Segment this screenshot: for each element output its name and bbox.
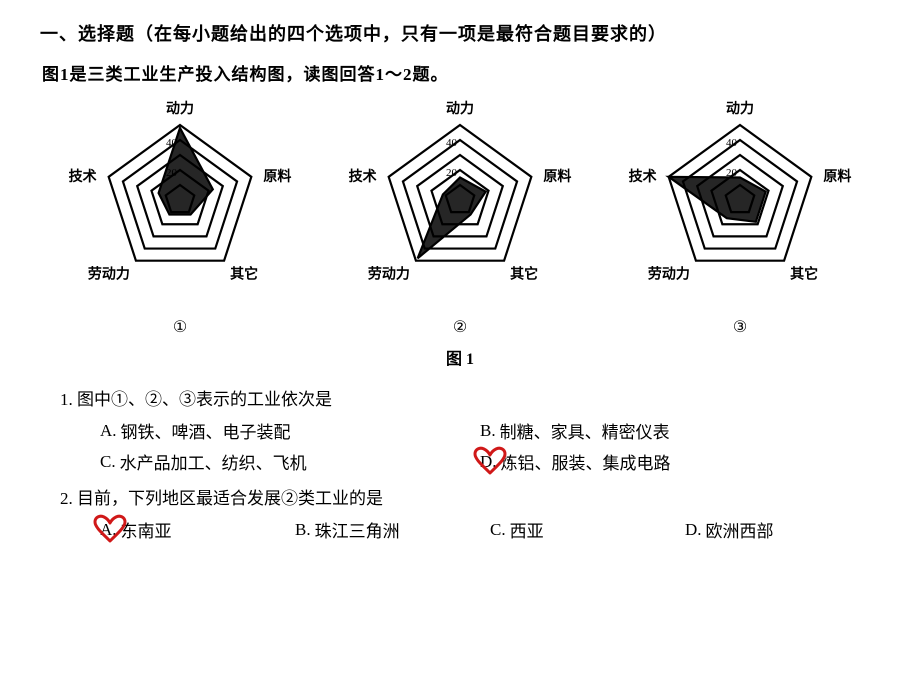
- axis-label: 动力: [166, 100, 194, 117]
- tick-label: 40: [726, 137, 738, 149]
- option: B. 制糖、家具、精密仪表: [480, 418, 860, 443]
- option-text: 东南亚: [121, 517, 172, 542]
- charts-row: 2040动力原料其它劳动力技术①2040动力原料其它劳动力技术②2040动力原料…: [40, 95, 880, 337]
- question-text: 1. 图中①、②、③表示的工业依次是: [60, 385, 880, 410]
- option-letter: C.: [100, 452, 116, 472]
- axis-label: 技术: [349, 168, 377, 185]
- option-text: 水产品加工、纺织、飞机: [120, 449, 307, 474]
- option: B. 珠江三角洲: [295, 517, 490, 542]
- axis-label: 其它: [230, 266, 258, 283]
- option: C. 西亚: [490, 517, 685, 542]
- axis-label: 技术: [629, 168, 657, 185]
- chart-number-label: ①: [173, 317, 187, 337]
- chart-container: 2040动力原料其它劳动力技术①: [50, 95, 310, 337]
- radar-chart: 20 40 动力原料其它 劳动力 技术: [330, 95, 590, 315]
- axis-label: 动力: [446, 100, 474, 117]
- chart-container: 2040动力原料其它劳动力技术③: [610, 95, 870, 337]
- axis-label: 劳动力: [88, 266, 130, 283]
- figure-intro: 图1是三类工业生产投入结构图，读图回答1～2题。: [42, 60, 880, 85]
- chart-number-label: ②: [453, 317, 467, 337]
- option: A. 东南亚: [100, 517, 295, 542]
- axis-label: 技术: [69, 168, 97, 185]
- figure-caption: 图 1: [40, 345, 880, 369]
- option-letter: D.: [480, 452, 497, 472]
- options-row: A. 东南亚B. 珠江三角洲C. 西亚D. 欧洲西部: [100, 517, 880, 542]
- option-text: 炼铝、服装、集成电路: [501, 449, 671, 474]
- axis-label: 其它: [510, 266, 538, 283]
- option-text: 欧洲西部: [706, 517, 774, 542]
- tick-label: 40: [446, 137, 458, 149]
- question-text: 2. 目前，下列地区最适合发展②类工业的是: [60, 484, 880, 509]
- axis-label: 动力: [726, 100, 754, 117]
- options-row: C. 水产品加工、纺织、飞机D. 炼铝、服装、集成电路: [100, 449, 880, 474]
- radar-chart: 2040动力原料其它劳动力技术: [50, 95, 310, 315]
- option-letter: A.: [100, 421, 117, 441]
- chart-number-label: ③: [733, 317, 747, 337]
- option-text: 珠江三角洲: [315, 517, 400, 542]
- tick-label: 20: [446, 167, 458, 179]
- option-text: 西亚: [510, 517, 544, 542]
- chart-container: 20 40 动力原料其它 劳动力 技术 ②: [330, 95, 590, 337]
- axis-label: 劳动力: [368, 266, 410, 283]
- axis-label: 其它: [790, 266, 818, 283]
- radar-chart: 2040动力原料其它劳动力技术: [610, 95, 870, 315]
- option: D. 欧洲西部: [685, 517, 880, 542]
- options-row: A. 钢铁、啤酒、电子装配B. 制糖、家具、精密仪表: [100, 418, 880, 443]
- axis-label: 劳动力: [648, 266, 690, 283]
- axis-label: 原料: [823, 168, 851, 185]
- questions-area: 1. 图中①、②、③表示的工业依次是A. 钢铁、啤酒、电子装配B. 制糖、家具、…: [40, 385, 880, 542]
- option-text: 制糖、家具、精密仪表: [500, 418, 670, 443]
- option-letter: B.: [295, 520, 311, 540]
- option: A. 钢铁、啤酒、电子装配: [100, 418, 480, 443]
- section-heading: 一、选择题（在每小题给出的四个选项中，只有一项是最符合题目要求的）: [40, 20, 880, 46]
- option-letter: C.: [490, 520, 506, 540]
- option: D. 炼铝、服装、集成电路: [480, 449, 860, 474]
- option-letter: D.: [685, 520, 702, 540]
- option-letter: B.: [480, 421, 496, 441]
- data-polygon: [669, 177, 766, 222]
- option-text: 钢铁、啤酒、电子装配: [121, 418, 291, 443]
- option-letter: A.: [100, 520, 117, 540]
- axis-label: 原料: [543, 168, 571, 185]
- option: C. 水产品加工、纺织、飞机: [100, 449, 480, 474]
- axis-label: 原料: [263, 168, 291, 185]
